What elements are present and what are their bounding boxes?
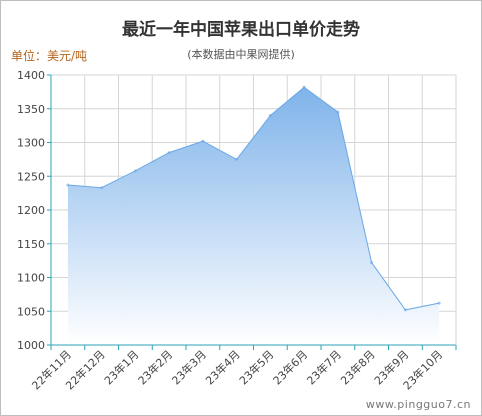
data-point xyxy=(302,85,306,89)
y-tick-label: 1250 xyxy=(17,170,45,183)
watermark: www.pingguo7.cn xyxy=(365,398,471,411)
data-point xyxy=(370,261,374,265)
x-tick-label: 23年2月 xyxy=(135,347,175,387)
data-point xyxy=(66,183,70,187)
data-point xyxy=(268,114,272,117)
y-tick-label: 1200 xyxy=(17,204,45,217)
y-tick-label: 1400 xyxy=(17,69,45,82)
data-point xyxy=(336,110,340,114)
series-line xyxy=(67,86,440,311)
x-tick-label: 23年8月 xyxy=(337,347,377,387)
x-tick-label: 23年1月 xyxy=(101,347,141,387)
y-tick-label: 1350 xyxy=(17,103,45,116)
chart-subtitle: (本数据由中果网提供) xyxy=(187,48,295,61)
y-tick-label: 1300 xyxy=(17,137,45,150)
x-tick-label: 23年4月 xyxy=(202,347,242,387)
data-point xyxy=(100,186,104,190)
data-point xyxy=(167,151,171,155)
y-tick-label: 1150 xyxy=(17,238,45,251)
data-point xyxy=(403,308,407,312)
chart-title: 最近一年中国苹果出口单价走势 xyxy=(122,20,360,40)
y-tick-label: 1000 xyxy=(17,339,45,352)
x-tick-label: 23年3月 xyxy=(169,347,209,387)
x-tick-label: 23年6月 xyxy=(270,347,310,387)
data-point xyxy=(133,169,137,173)
data-point xyxy=(201,139,205,143)
x-tick-label: 23年5月 xyxy=(236,347,276,387)
x-tick-label: 23年7月 xyxy=(304,347,344,387)
data-point xyxy=(235,157,239,161)
y-tick-label: 1100 xyxy=(17,272,45,285)
y-tick-label: 1050 xyxy=(17,305,45,318)
unit-label: 单位：美元/吨 xyxy=(11,49,88,63)
data-point xyxy=(437,301,441,305)
